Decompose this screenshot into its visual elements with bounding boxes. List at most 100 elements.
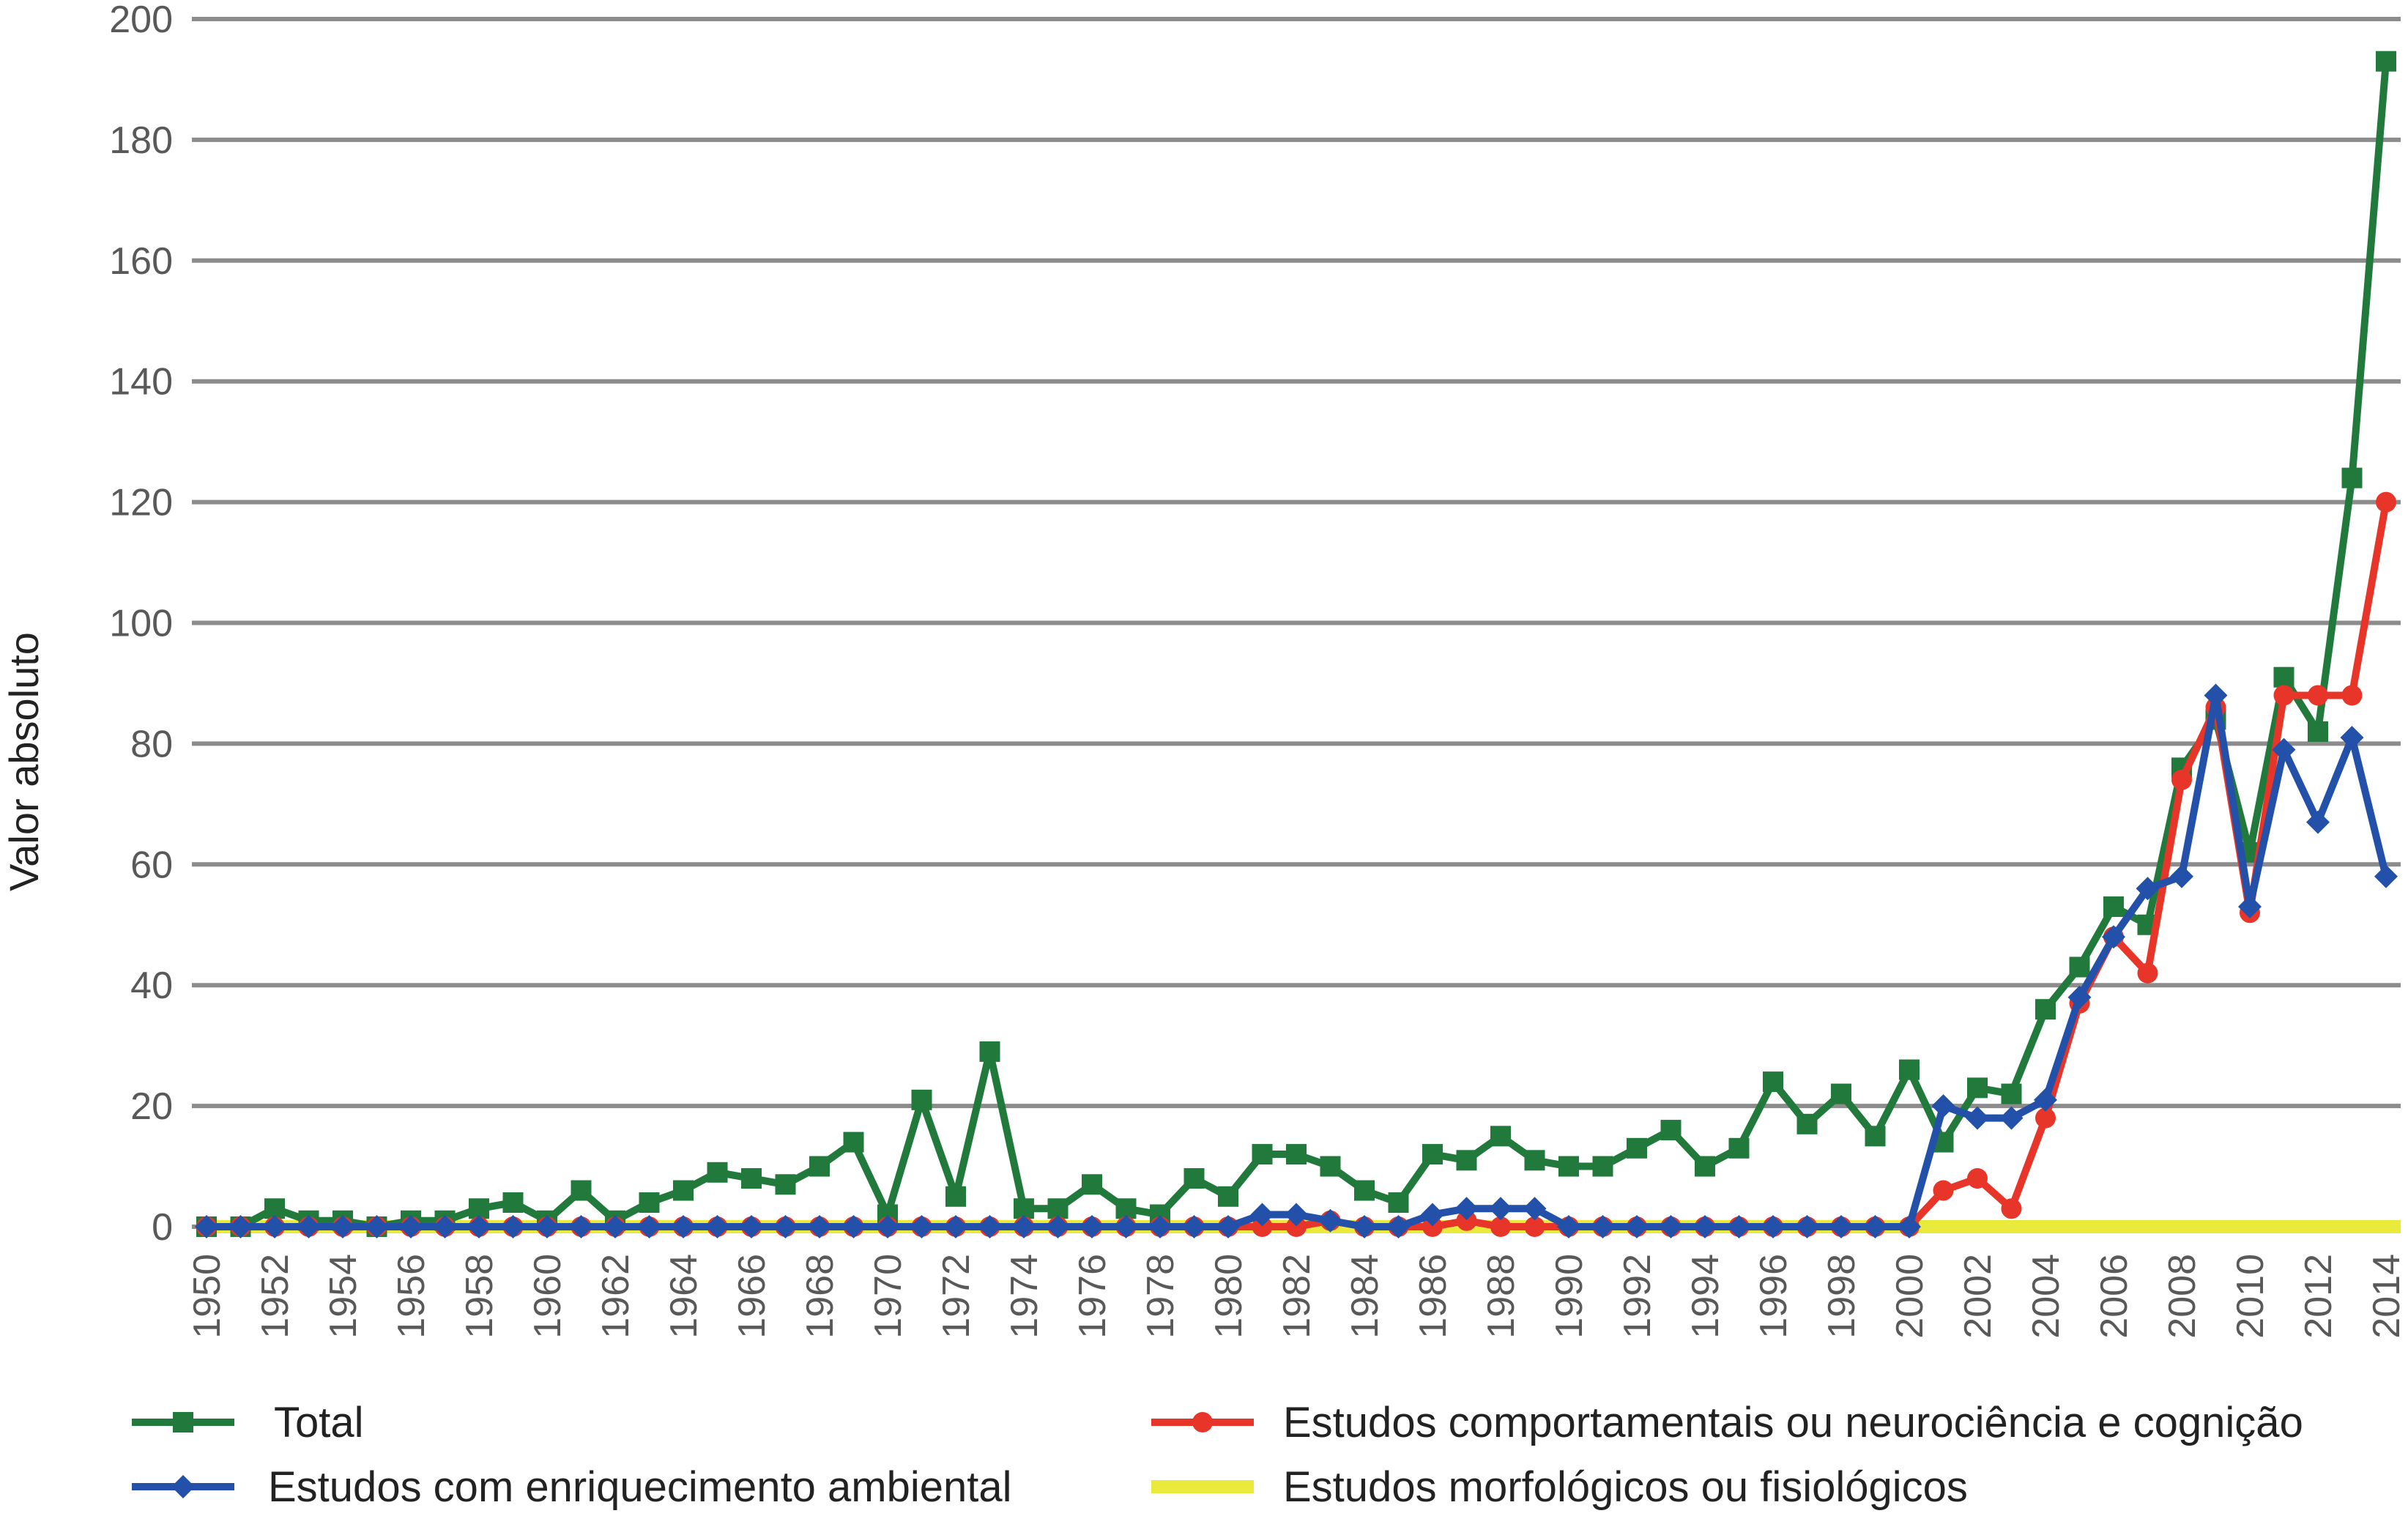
data-point (1252, 1144, 1273, 1165)
x-tick-label: 1966 (731, 1254, 773, 1339)
x-tick-label: 1972 (935, 1254, 978, 1339)
data-point (1524, 1216, 1545, 1237)
legend-entry: Estudos com enriquecimento ambiental (132, 1463, 1012, 1511)
y-tick-label: 60 (130, 844, 173, 886)
data-point (1660, 1120, 1681, 1141)
data-point (2001, 1083, 2022, 1104)
legend-marker (1192, 1412, 1213, 1433)
data-point (399, 1215, 423, 1238)
legend-label: Estudos com enriquecimento ambiental (268, 1463, 1012, 1511)
data-point (673, 1180, 694, 1201)
legend: Total Estudos comportamentais ou neurociê… (132, 1399, 2303, 1511)
y-tick-label: 40 (130, 965, 173, 1007)
data-point (1148, 1215, 1172, 1238)
legend-entry: Estudos morfológicos ou fisiológicos (1151, 1463, 1968, 1511)
y-tick-label: 140 (109, 361, 173, 404)
data-point (2341, 467, 2363, 488)
legend-entry: Estudos comportamentais ou neurociência … (1151, 1399, 2303, 1446)
data-point (775, 1174, 796, 1195)
data-point (2137, 962, 2158, 984)
x-tick-label: 1952 (254, 1254, 297, 1339)
data-point (1422, 1216, 1443, 1237)
data-point (773, 1215, 798, 1238)
data-point (2069, 956, 2090, 978)
data-point (2238, 895, 2262, 919)
data-point (1865, 1126, 1886, 1147)
data-point (809, 1156, 830, 1177)
data-point (1114, 1215, 1138, 1238)
data-point (2308, 685, 2328, 706)
x-tick-label: 1962 (595, 1254, 637, 1339)
y-tick-labels: 0 20 40 60 80 100 120 140 160 180 200 (109, 0, 173, 1249)
data-point (1216, 1215, 1240, 1238)
x-tick-label: 1958 (458, 1254, 501, 1339)
legend-label: Total (274, 1399, 364, 1446)
series-2 (195, 683, 2398, 1238)
data-point (1454, 1197, 1479, 1221)
data-point (2035, 1107, 2056, 1129)
data-point (297, 1215, 321, 1238)
data-point (1490, 1126, 1511, 1147)
data-point (1218, 1186, 1238, 1207)
data-point (1353, 1215, 1376, 1238)
data-point (1863, 1215, 1887, 1238)
data-point (1966, 1106, 1989, 1130)
x-tick-label: 1950 (186, 1254, 228, 1339)
data-point (1183, 1168, 1205, 1189)
data-point (741, 1168, 762, 1189)
data-point (2171, 769, 2192, 790)
x-tick-label: 1994 (1684, 1254, 1727, 1339)
y-tick-label: 180 (109, 119, 173, 162)
data-point (1456, 1150, 1477, 1171)
x-tick-labels: 1950 1952 1954 1956 1958 1960 1962 1964 1966 1968… (186, 1254, 2408, 1339)
data-point (1421, 1203, 1444, 1227)
x-tick-label: 1990 (1548, 1254, 1591, 1339)
data-point (1967, 1168, 1988, 1189)
data-point (1250, 1203, 1274, 1227)
data-point (841, 1215, 866, 1238)
series-group (195, 51, 2401, 1238)
legend-label: Estudos comportamentais ou neurociência … (1283, 1399, 2303, 1446)
data-point (1286, 1144, 1307, 1165)
data-point (2273, 685, 2294, 706)
x-tick-label: 1960 (527, 1254, 569, 1339)
data-point (1388, 1192, 1409, 1214)
data-point (1999, 1106, 2024, 1130)
data-point (639, 1192, 660, 1214)
data-point (1318, 1208, 1342, 1233)
data-point (228, 1215, 253, 1238)
data-point (1082, 1174, 1102, 1195)
data-point (2102, 925, 2125, 949)
data-point (365, 1215, 389, 1238)
data-point (501, 1215, 525, 1238)
data-point (1557, 1215, 1580, 1238)
data-point (1693, 1215, 1717, 1238)
data-point (2136, 877, 2160, 901)
data-point (1422, 1144, 1443, 1165)
x-tick-label: 1996 (1753, 1254, 1795, 1339)
data-point (2376, 51, 2396, 72)
data-point (2103, 896, 2124, 918)
data-point (1627, 1137, 1647, 1159)
data-point (2341, 685, 2363, 706)
data-point (569, 1215, 593, 1238)
legend-label: Estudos morfológicos ou fisiológicos (1283, 1463, 1968, 1511)
data-point (1796, 1113, 1818, 1134)
data-point (2170, 864, 2193, 888)
legend-entry: Total (132, 1399, 364, 1446)
data-point (1354, 1180, 1375, 1201)
data-point (2273, 666, 2294, 688)
data-point (195, 1215, 218, 1238)
legend-marker (171, 1475, 195, 1498)
data-point (2034, 1088, 2057, 1112)
x-tick-label: 1968 (799, 1254, 841, 1339)
data-point (535, 1215, 559, 1238)
x-tick-label: 1970 (867, 1254, 910, 1339)
data-point (1286, 1216, 1307, 1237)
data-point (1967, 1077, 1988, 1099)
y-tick-label: 0 (152, 1206, 173, 1249)
x-tick-label: 2014 (2366, 1254, 2408, 1339)
data-point (1456, 1210, 1477, 1231)
data-point (1252, 1216, 1273, 1237)
data-point (843, 1132, 864, 1153)
